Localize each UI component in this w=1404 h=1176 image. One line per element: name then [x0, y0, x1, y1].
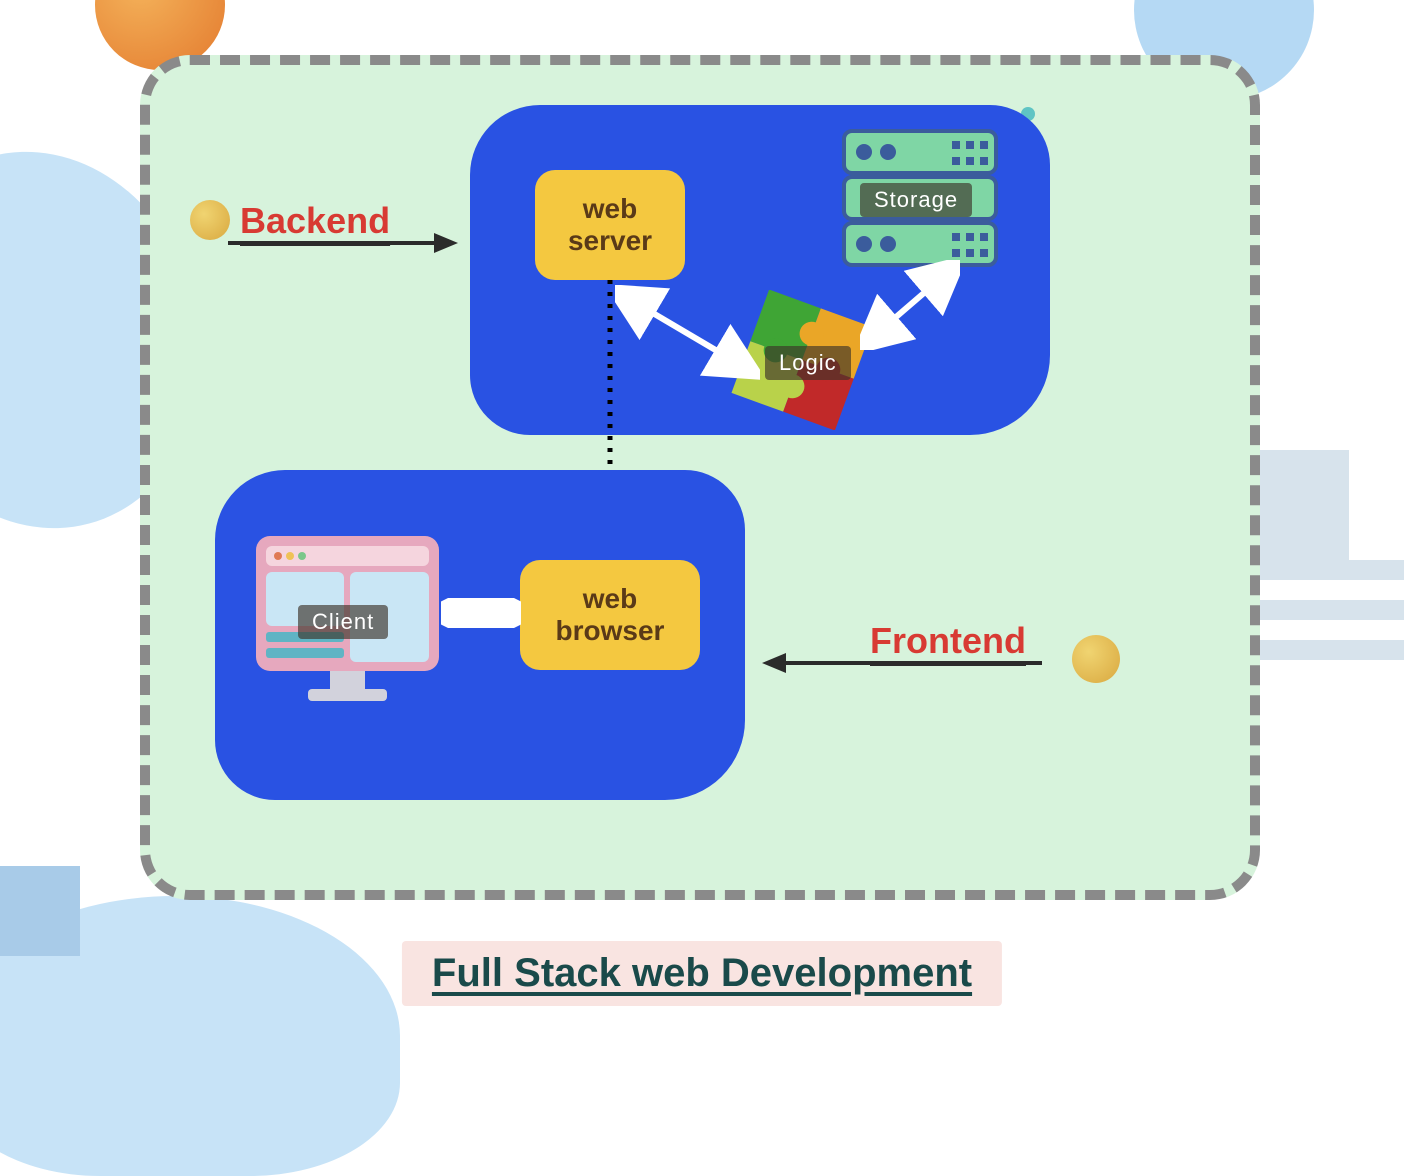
web-browser-node: web browser: [520, 560, 700, 670]
storage-icon: Storage: [840, 127, 1000, 277]
diagram-title: Full Stack web Development: [432, 951, 972, 995]
deco-dot-2: [1072, 635, 1120, 683]
title-banner: Full Stack web Development: [402, 941, 1002, 1006]
storage-label: Storage: [860, 183, 972, 217]
web-server-label: web server: [568, 193, 652, 257]
arrow-webserver-logic: [615, 285, 760, 380]
web-server-node: web server: [535, 170, 685, 280]
backend-blob: web server Storage: [470, 105, 1050, 435]
frontend-blob: Client web browser: [215, 470, 745, 800]
backend-arrow-icon: [228, 231, 458, 255]
logic-label: Logic: [765, 346, 851, 380]
diagram-container: Backend Frontend web server: [140, 55, 1260, 900]
deco-dot-1: [190, 200, 230, 240]
client-label: Client: [298, 605, 388, 639]
bg-square-left: [0, 866, 80, 956]
arrow-client-browser: [441, 598, 521, 628]
web-browser-label: web browser: [556, 583, 665, 647]
frontend-arrow-icon: [762, 651, 1042, 675]
client-icon: Client: [250, 530, 445, 715]
arrow-logic-storage: [860, 260, 960, 350]
